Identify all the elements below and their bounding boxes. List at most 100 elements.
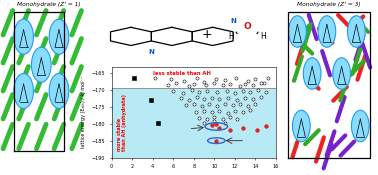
Point — [201, 80, 207, 83]
Point — [257, 82, 263, 85]
Circle shape — [303, 58, 321, 89]
Point — [194, 76, 200, 79]
Point — [254, 128, 260, 131]
Point — [216, 98, 222, 101]
Point — [256, 89, 262, 92]
Point — [233, 77, 239, 80]
Point — [222, 103, 228, 105]
Point — [223, 90, 229, 93]
Point — [214, 104, 220, 107]
Point — [265, 76, 271, 79]
Text: N: N — [230, 18, 236, 24]
Point — [225, 111, 231, 114]
Point — [232, 91, 238, 94]
Point — [147, 99, 153, 102]
Point — [216, 110, 222, 112]
Bar — [112, 88, 276, 158]
Text: +: + — [202, 29, 212, 41]
Point — [196, 117, 202, 120]
Point — [211, 116, 217, 119]
Point — [240, 127, 246, 129]
Point — [240, 111, 246, 113]
Point — [234, 98, 240, 101]
Point — [186, 98, 192, 101]
Point — [222, 121, 228, 124]
Point — [247, 109, 253, 112]
Circle shape — [49, 74, 69, 108]
Point — [206, 103, 212, 106]
Point — [183, 104, 189, 107]
Point — [209, 111, 215, 114]
Point — [245, 104, 251, 107]
Point — [250, 97, 256, 100]
Point — [227, 116, 233, 118]
Text: more stable
than AH (anhydrate): more stable than AH (anhydrate) — [117, 94, 127, 150]
Point — [204, 89, 210, 92]
Point — [194, 96, 200, 99]
Circle shape — [288, 16, 306, 47]
Point — [227, 128, 233, 131]
Point — [245, 80, 251, 82]
Point — [242, 83, 248, 85]
Point — [216, 127, 222, 129]
Point — [203, 84, 209, 87]
Point — [211, 82, 217, 85]
Y-axis label: lattice energy (Eₑₖₜ) / kJ mol⁻¹: lattice energy (Eₑₖₜ) / kJ mol⁻¹ — [81, 76, 85, 148]
Point — [155, 122, 161, 125]
Point — [191, 83, 197, 86]
Text: Monohydrate (Z’ = 1): Monohydrate (Z’ = 1) — [17, 2, 81, 7]
Point — [209, 96, 215, 99]
Point — [193, 111, 199, 113]
Circle shape — [31, 47, 51, 82]
Point — [131, 77, 137, 80]
Point — [181, 79, 187, 82]
Point — [165, 84, 171, 86]
Circle shape — [318, 16, 336, 47]
Point — [257, 96, 263, 99]
Circle shape — [14, 74, 33, 108]
Text: H: H — [260, 32, 266, 41]
Circle shape — [293, 110, 310, 142]
Point — [201, 97, 207, 100]
Point — [253, 103, 259, 106]
Circle shape — [347, 16, 365, 47]
Point — [260, 81, 266, 84]
Point — [213, 78, 219, 81]
Point — [186, 85, 192, 88]
Point — [214, 91, 220, 94]
Point — [201, 109, 207, 112]
Point — [263, 125, 269, 128]
Point — [213, 139, 219, 142]
Point — [247, 91, 253, 93]
Point — [180, 91, 186, 94]
Point — [250, 84, 256, 86]
Point — [220, 84, 226, 86]
Point — [263, 90, 269, 93]
Point — [234, 117, 240, 120]
Point — [209, 124, 215, 127]
Text: O: O — [243, 22, 251, 31]
Point — [222, 79, 228, 81]
Point — [178, 96, 184, 99]
Text: less stable than AH: less stable than AH — [153, 71, 211, 76]
Point — [189, 89, 195, 92]
Point — [204, 118, 210, 121]
Point — [196, 91, 202, 93]
Point — [227, 82, 233, 85]
Text: Monohydrate (Z’ = 3): Monohydrate (Z’ = 3) — [297, 2, 361, 7]
Point — [220, 118, 226, 120]
Point — [168, 78, 174, 81]
Text: N: N — [149, 49, 154, 55]
Point — [173, 82, 179, 85]
Point — [253, 78, 259, 80]
Circle shape — [14, 19, 33, 54]
Point — [213, 122, 219, 125]
Text: H: H — [228, 32, 234, 41]
Point — [152, 77, 158, 80]
Circle shape — [49, 19, 69, 54]
Point — [199, 104, 205, 107]
Point — [237, 102, 243, 105]
Point — [170, 90, 176, 93]
Bar — [112, 66, 276, 88]
Point — [232, 110, 238, 112]
